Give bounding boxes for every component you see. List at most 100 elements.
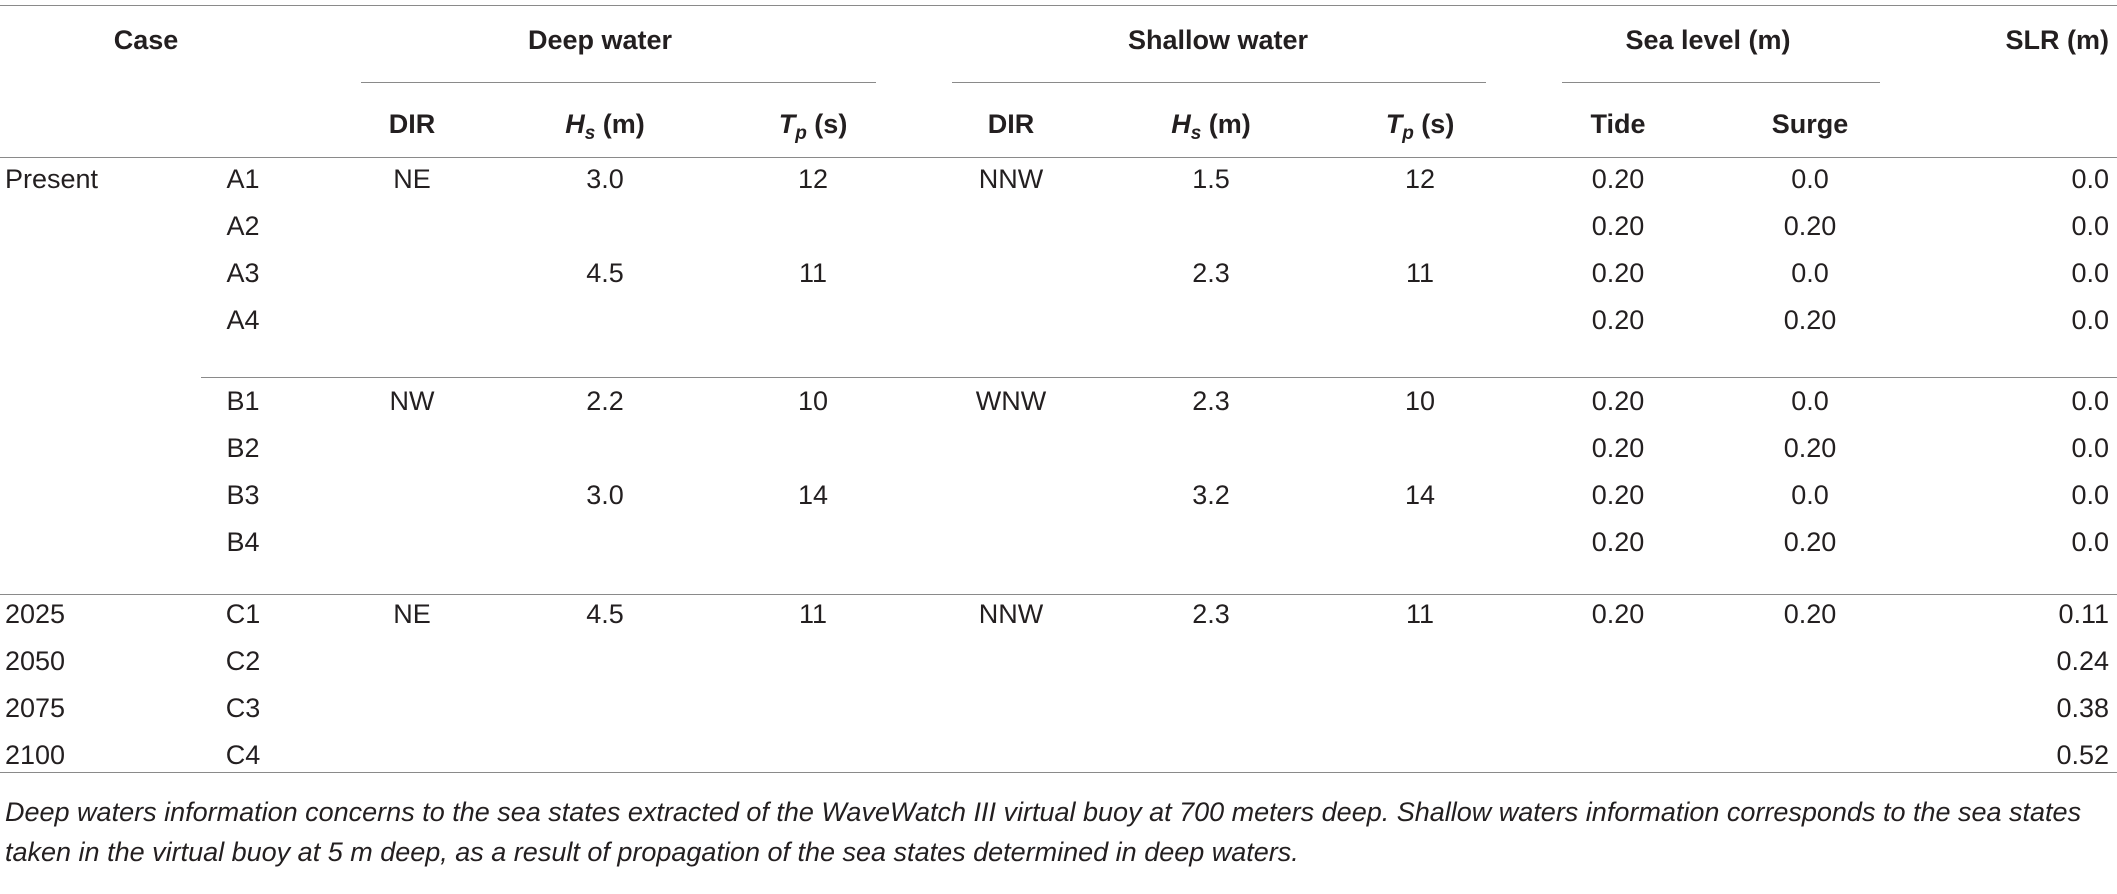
cell-period: Present xyxy=(5,164,99,194)
cell-case-id: A3 xyxy=(226,258,260,288)
cell-deep-tp: 14 xyxy=(797,480,829,510)
cell-shallow-hs: 3.2 xyxy=(1192,480,1230,510)
cell-slr: 0.24 xyxy=(2056,646,2109,676)
cell-slr: 0.0 xyxy=(2071,386,2109,416)
cell-shallow-hs: 2.3 xyxy=(1192,599,1230,629)
cell-period: 2100 xyxy=(5,740,66,770)
cell-tide: 0.20 xyxy=(1591,258,1645,288)
cell-surge: 0.0 xyxy=(1791,480,1829,510)
cell-surge: 0.20 xyxy=(1783,599,1837,629)
cell-slr: 0.11 xyxy=(2058,599,2109,629)
cell-deep-hs: 3.0 xyxy=(586,480,624,510)
cell-slr: 0.52 xyxy=(2056,740,2109,770)
cell-shallow-tp: 11 xyxy=(1405,599,1435,629)
cell-shallow-hs: 2.3 xyxy=(1192,258,1230,288)
cell-deep-dir: NE xyxy=(393,599,431,629)
cell-slr: 0.0 xyxy=(2071,527,2109,557)
header-deep-water: Deep water xyxy=(527,25,673,55)
cell-surge: 0.20 xyxy=(1783,433,1837,463)
cell-shallow-hs: 1.5 xyxy=(1192,164,1230,194)
cell-case-id: C1 xyxy=(225,599,261,629)
group-b-c-separator xyxy=(0,594,2117,595)
cell-deep-tp: 12 xyxy=(797,164,829,194)
header-deep-hs: Hs (m) xyxy=(565,108,645,150)
header-shallow-dir: DIR xyxy=(987,109,1035,139)
cell-case-id: B3 xyxy=(226,480,260,510)
cell-case-id: A4 xyxy=(226,305,260,335)
cell-surge: 0.20 xyxy=(1783,211,1837,241)
cell-shallow-tp: 12 xyxy=(1404,164,1436,194)
cell-slr: 0.0 xyxy=(2071,433,2109,463)
hs-symbol: H xyxy=(565,109,585,139)
hs-unit: (m) xyxy=(1201,109,1251,139)
shallow-water-underline xyxy=(952,82,1486,83)
cell-shallow-dir: WNW xyxy=(975,386,1047,416)
table-footnote: Deep waters information concerns to the … xyxy=(5,797,2082,867)
hs-symbol: H xyxy=(1171,109,1191,139)
table-bottom-rule xyxy=(0,772,2117,773)
cell-shallow-tp: 10 xyxy=(1404,386,1436,416)
cell-surge: 0.0 xyxy=(1791,386,1829,416)
cell-tide: 0.20 xyxy=(1591,386,1645,416)
header-sea-level: Sea level (m) xyxy=(1625,25,1791,55)
header-slr: SLR (m) xyxy=(2005,25,2110,55)
cell-slr: 0.38 xyxy=(2056,693,2109,723)
cell-case-id: C3 xyxy=(225,693,261,723)
cell-period: 2025 xyxy=(5,599,66,629)
cell-deep-dir: NW xyxy=(389,386,435,416)
cell-deep-hs: 4.5 xyxy=(586,258,624,288)
cell-case-id: A2 xyxy=(226,211,260,241)
tp-unit: (s) xyxy=(806,109,848,139)
cell-slr: 0.0 xyxy=(2071,258,2109,288)
cell-slr: 0.0 xyxy=(2071,480,2109,510)
hs-unit: (m) xyxy=(595,109,645,139)
header-case: Case xyxy=(113,25,179,55)
cell-case-id: C2 xyxy=(225,646,261,676)
cell-tide: 0.20 xyxy=(1591,599,1645,629)
cell-period: 2050 xyxy=(5,646,66,676)
cell-deep-tp: 11 xyxy=(798,599,828,629)
header-deep-dir: DIR xyxy=(388,109,436,139)
cell-case-id: C4 xyxy=(225,740,261,770)
cell-case-id: A1 xyxy=(226,164,260,194)
cell-case-id: B1 xyxy=(226,386,260,416)
cell-shallow-tp: 11 xyxy=(1405,258,1435,288)
cell-shallow-dir: NNW xyxy=(978,164,1044,194)
header-shallow-water: Shallow water xyxy=(1127,25,1309,55)
cell-shallow-dir: NNW xyxy=(978,599,1044,629)
cell-deep-hs: 2.2 xyxy=(586,386,624,416)
tp-symbol: T xyxy=(1385,109,1403,139)
cell-deep-dir: NE xyxy=(393,164,431,194)
cell-shallow-hs: 2.3 xyxy=(1192,386,1230,416)
header-shallow-hs: Hs (m) xyxy=(1171,108,1251,150)
header-surge: Surge xyxy=(1771,109,1849,139)
group-a-b-separator xyxy=(201,377,2117,378)
header-tide: Tide xyxy=(1590,109,1646,139)
cell-slr: 0.0 xyxy=(2071,305,2109,335)
cell-case-id: B4 xyxy=(226,527,260,557)
cell-deep-tp: 10 xyxy=(797,386,829,416)
cell-period: 2075 xyxy=(5,693,66,723)
cell-deep-hs: 3.0 xyxy=(586,164,624,194)
sea-level-underline xyxy=(1562,82,1880,83)
header-shallow-tp: Tp (s) xyxy=(1386,108,1455,150)
tp-subscript: p xyxy=(795,123,807,144)
cell-slr: 0.0 xyxy=(2071,164,2109,194)
cell-tide: 0.20 xyxy=(1591,433,1645,463)
cell-tide: 0.20 xyxy=(1591,211,1645,241)
cell-case-id: B2 xyxy=(226,433,260,463)
cell-tide: 0.20 xyxy=(1591,164,1645,194)
cell-tide: 0.20 xyxy=(1591,305,1645,335)
cell-slr: 0.0 xyxy=(2071,211,2109,241)
tp-subscript: p xyxy=(1402,123,1414,144)
header-bottom-rule xyxy=(0,157,2117,158)
hs-subscript: s xyxy=(584,123,596,144)
cell-deep-tp: 11 xyxy=(798,258,828,288)
hs-subscript: s xyxy=(1190,123,1202,144)
cell-surge: 0.20 xyxy=(1783,305,1837,335)
cell-tide: 0.20 xyxy=(1591,527,1645,557)
cell-surge: 0.0 xyxy=(1791,164,1829,194)
cell-surge: 0.20 xyxy=(1783,527,1837,557)
cell-deep-hs: 4.5 xyxy=(586,599,624,629)
